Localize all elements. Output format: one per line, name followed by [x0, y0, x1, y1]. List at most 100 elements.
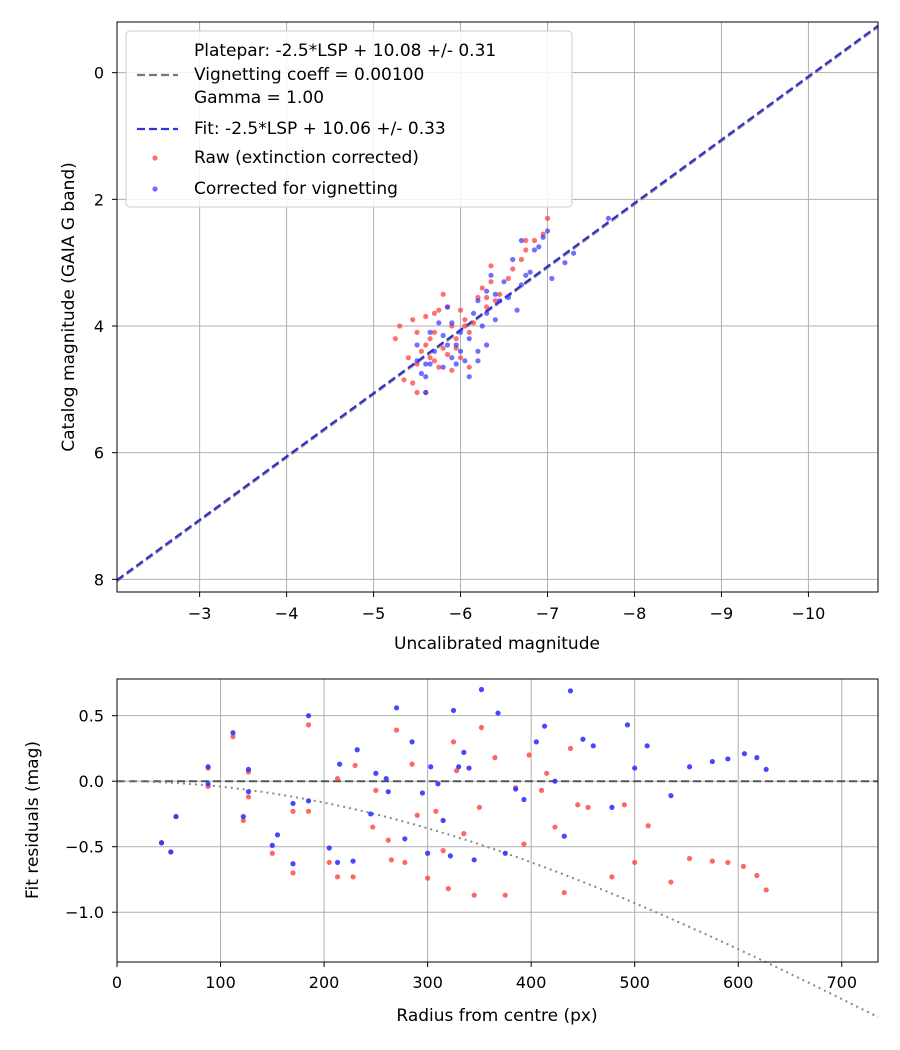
residuals-reference-lines — [117, 780, 879, 1018]
corrected-residual-point — [305, 798, 312, 804]
raw-point — [436, 307, 442, 313]
corrected-residual-point — [624, 722, 631, 728]
raw-residual-point — [521, 841, 527, 847]
y-tick-label: 0 — [94, 64, 104, 83]
corrected-point — [449, 355, 455, 361]
raw-residual-point — [461, 831, 467, 837]
legend-dot-swatch — [152, 186, 158, 192]
corrected-point — [501, 279, 507, 285]
corrected-residual-point — [305, 713, 312, 719]
corrected-residual-point — [533, 739, 539, 745]
corrected-residual-point — [419, 790, 426, 796]
raw-residual-point — [334, 874, 341, 880]
x-tick-label: 500 — [619, 973, 650, 992]
raw-residual-point — [290, 870, 296, 876]
raw-residual-point — [476, 804, 482, 810]
x-tick-label: 600 — [723, 973, 754, 992]
raw-point — [523, 237, 529, 244]
corrected-point — [457, 329, 464, 335]
raw-point — [484, 304, 490, 310]
y-tick-label: 2 — [94, 190, 104, 209]
corrected-residual-point — [580, 736, 586, 742]
raw-residual-point — [575, 802, 581, 808]
raw-residual-point — [334, 775, 341, 782]
raw-residual-point — [526, 752, 532, 758]
corrected-residual-point — [502, 850, 508, 856]
corrected-point — [510, 256, 516, 263]
raw-residual-point — [385, 837, 391, 843]
corrected-point — [497, 298, 503, 304]
legend-dot-swatch — [152, 155, 158, 161]
x-tick-label: −6 — [449, 604, 473, 623]
raw-residual-point — [552, 824, 558, 830]
corrected-residual-point — [350, 858, 356, 864]
raw-point — [431, 310, 438, 316]
raw-point — [410, 380, 416, 386]
raw-point — [457, 307, 464, 313]
corrected-residual-point — [337, 761, 343, 767]
x-tick-label: 400 — [516, 973, 547, 992]
x-tick-label: −4 — [275, 604, 299, 623]
corrected-point — [531, 247, 538, 253]
x-tick-label: 700 — [826, 973, 857, 992]
raw-residual-point — [230, 734, 236, 740]
raw-residual-point — [402, 859, 408, 866]
raw-residual-point — [621, 802, 627, 808]
corrected-residual-point — [632, 765, 638, 771]
corrected-point — [475, 298, 481, 304]
corrected-residual-point — [709, 758, 715, 765]
raw-point — [431, 358, 438, 364]
raw-residual-point — [668, 879, 674, 885]
corrected-residual-point — [450, 707, 457, 714]
raw-residual-point — [305, 722, 312, 728]
raw-residual-point — [350, 874, 356, 880]
residuals-y-axis-label: Fit residuals (mag) — [23, 741, 43, 899]
corrected-point — [444, 304, 451, 310]
x-tick-label: −8 — [623, 604, 647, 623]
corrected-residual-point — [686, 764, 693, 770]
raw-point — [523, 247, 529, 253]
calibration-legend: Platepar: -2.5*LSP + 10.08 +/- 0.31 Vigne… — [125, 30, 573, 208]
corrected-point — [427, 329, 433, 335]
corrected-point — [453, 342, 459, 348]
corrected-residual-point — [461, 749, 467, 755]
corrected-residual-point — [354, 747, 360, 753]
corrected-residual-point — [428, 764, 434, 770]
raw-point — [427, 355, 433, 361]
corrected-residual-point — [269, 842, 275, 848]
raw-residual-point — [414, 812, 420, 818]
corrected-point — [423, 361, 429, 367]
corrected-residual-point — [274, 832, 281, 838]
corrected-residual-point — [393, 705, 400, 711]
raw-point — [414, 329, 420, 335]
raw-point — [423, 313, 429, 320]
legend-entry-label: Vignetting coeff = 0.00100 — [194, 65, 424, 85]
raw-point — [449, 367, 455, 373]
raw-point — [414, 389, 420, 396]
raw-residual-point — [440, 848, 446, 854]
raw-point — [510, 266, 516, 272]
corrected-residual-point — [245, 766, 252, 773]
raw-residual-point — [450, 739, 457, 745]
corrected-residual-point — [609, 804, 615, 810]
legend-entry-label: Platepar: -2.5*LSP + 10.08 +/- 0.31 — [194, 41, 496, 61]
raw-residual-point — [754, 872, 760, 879]
raw-point — [492, 298, 498, 304]
raw-residual-point — [409, 761, 415, 767]
y-tick-label: 0.5 — [79, 707, 104, 726]
raw-point — [488, 279, 494, 285]
corrected-residual-point — [290, 800, 296, 807]
residuals-plot-frame — [116, 678, 879, 963]
calibration-x-ticks: −3 −4 −5 −6 −7 −8 −9 −10 — [188, 592, 825, 623]
corrected-point — [414, 342, 420, 348]
corrected-point — [466, 374, 472, 380]
raw-residual-point — [373, 787, 379, 793]
raw-residual-point — [269, 850, 275, 856]
corrected-residual-point — [521, 796, 527, 803]
calibration-points — [392, 215, 611, 396]
corrected-point — [571, 250, 577, 256]
corrected-point — [505, 294, 511, 301]
corrected-residual-point — [245, 789, 252, 795]
raw-point — [505, 275, 511, 282]
raw-point — [544, 215, 551, 221]
